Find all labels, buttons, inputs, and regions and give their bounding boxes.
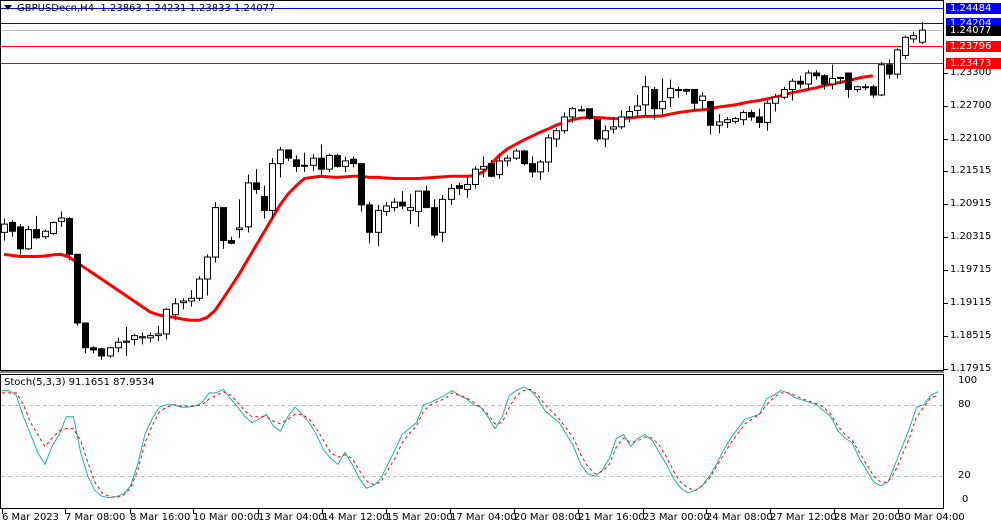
price-tag: 1.23473 xyxy=(946,58,1001,70)
price-tick-label: 1.18515 xyxy=(950,329,992,341)
stochastic-oscillator xyxy=(1,386,943,499)
price-tick-label: 1.23300 xyxy=(950,67,992,78)
time-tick-label: 6 Mar 2023 xyxy=(2,512,60,523)
price-tick-label: 1.20315 xyxy=(950,231,992,242)
price-tick-label: 1.19115 xyxy=(950,296,992,308)
time-tick-label: 7 Mar 08:00 xyxy=(65,512,126,523)
price-tick-label: 1.21515 xyxy=(950,165,992,177)
time-tick-label: 28 Mar 20:00 xyxy=(834,512,901,523)
stoch-main-line xyxy=(2,386,939,499)
candlestick-series xyxy=(1,21,926,360)
time-tick-label: 15 Mar 20:00 xyxy=(386,512,453,523)
price-tick-label: 1.22700 xyxy=(950,99,992,111)
price-tag: 1.23796 xyxy=(946,40,1001,52)
time-tick-label: 8 Mar 16:00 xyxy=(130,512,191,523)
time-tick-label: 30 Mar 04:00 xyxy=(898,512,965,523)
moving-average-line xyxy=(3,74,874,322)
price-tick-label: 1.17915 xyxy=(950,362,992,374)
price-tick-label: 1.19715 xyxy=(950,263,992,275)
price-tick-label: 1.20915 xyxy=(950,198,992,210)
price-tick-label: 1.22100 xyxy=(950,132,992,144)
ohlc-values: 1.23863 1.24231 1.23833 1.24077 xyxy=(100,3,276,14)
stoch-level-label: 0 xyxy=(962,494,969,505)
price-tag: 1.24484 xyxy=(946,2,1001,14)
stoch-signal-line xyxy=(2,388,939,499)
horizontal-price-lines[interactable] xyxy=(1,8,943,64)
time-tick-label: 27 Mar 12:00 xyxy=(770,512,837,523)
chart-frame xyxy=(0,0,944,509)
time-tick-label: 24 Mar 08:00 xyxy=(706,512,773,523)
chart-title[interactable]: GBPUSDecn,H4 1.23863 1.24231 1.23833 1.2… xyxy=(4,3,275,14)
time-tick-label: 20 Mar 08:00 xyxy=(514,512,581,523)
time-tick-label: 10 Mar 00:00 xyxy=(193,512,260,523)
price-tag: 1.24204 xyxy=(946,18,1001,30)
time-tick-label: 23 Mar 00:00 xyxy=(643,512,710,523)
stoch-indicator-label: Stoch(5,3,3) 91.1651 87.9534 xyxy=(4,377,155,388)
symbol-timeframe: GBPUSDecn,H4 xyxy=(17,3,95,14)
time-tick-label: 17 Mar 04:00 xyxy=(450,512,517,523)
axis-ticks xyxy=(2,73,948,514)
stoch-level-label: 80 xyxy=(958,398,971,410)
time-tick-label: 13 Mar 04:00 xyxy=(258,512,325,523)
price-tag: 1.24077 xyxy=(946,25,1001,37)
time-tick-label: 21 Mar 16:00 xyxy=(578,512,645,523)
dropdown-triangle-icon[interactable] xyxy=(4,5,12,10)
time-tick-label: 14 Mar 12:00 xyxy=(322,512,389,523)
stoch-level-label: 20 xyxy=(958,470,971,482)
stoch-level-label: 100 xyxy=(958,375,978,386)
